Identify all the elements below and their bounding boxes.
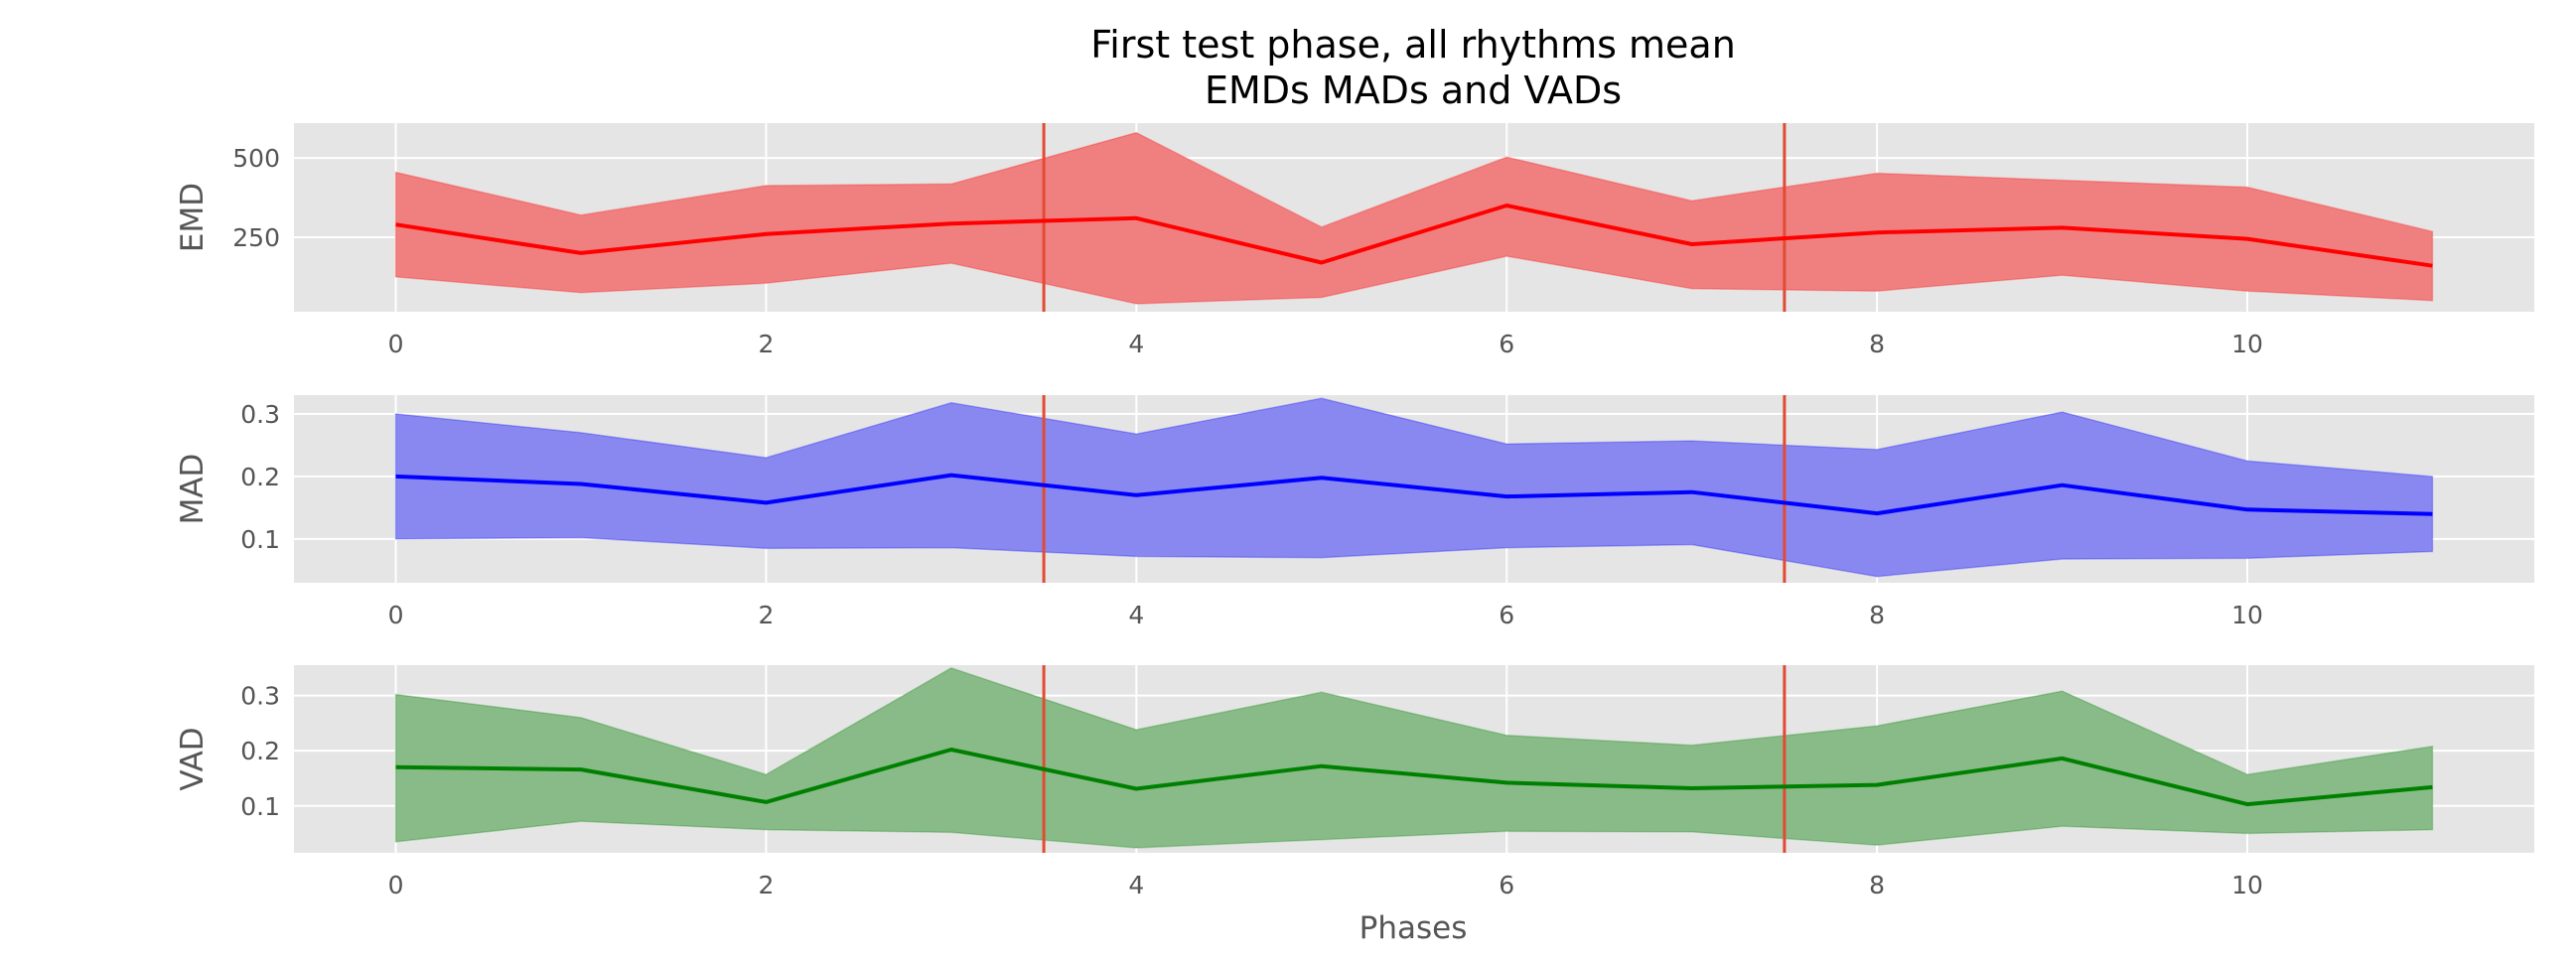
y-axis-label-emd: EMD xyxy=(175,183,211,252)
chart-title-line-1: First test phase, all rhythms mean xyxy=(1090,23,1736,67)
x-tick-label: 4 xyxy=(1128,330,1144,358)
y-tick-label: 0.3 xyxy=(240,400,280,429)
y-tick-label: 500 xyxy=(232,144,280,173)
y-tick-label: 0.1 xyxy=(240,792,280,821)
panels-group: 0 2 4 6 8 10 250 500 EMD 0 2 4 6 8 10 0.1 0.2 0.3 MAD 0 2 4 6 8… xyxy=(175,123,2534,899)
panel-emd: 0 2 4 6 8 10 250 500 EMD xyxy=(175,123,2534,358)
x-axis-label: Phases xyxy=(1360,910,1468,946)
x-tick-label: 2 xyxy=(758,601,774,629)
x-tick-label: 10 xyxy=(2231,330,2263,358)
panel-vad: 0 2 4 6 8 10 0.1 0.2 0.3 VAD xyxy=(175,665,2534,899)
y-tick-label: 0.2 xyxy=(240,463,280,491)
x-tick-label: 6 xyxy=(1499,871,1514,899)
x-tick-label: 6 xyxy=(1499,601,1514,629)
mean-line-mad xyxy=(395,473,2433,516)
x-tick-label: 2 xyxy=(758,871,774,899)
panel-mad: 0 2 4 6 8 10 0.1 0.2 0.3 MAD xyxy=(175,395,2534,629)
x-tick-label: 10 xyxy=(2231,601,2263,629)
x-tick-label: 8 xyxy=(1869,871,1885,899)
band-vad xyxy=(394,666,2434,849)
x-tick-label: 0 xyxy=(388,871,404,899)
x-tick-label: 10 xyxy=(2231,871,2263,899)
x-tick-label: 0 xyxy=(388,330,404,358)
y-tick-label: 0.1 xyxy=(240,525,280,554)
x-tick-label: 4 xyxy=(1128,601,1144,629)
y-tick-label: 0.2 xyxy=(240,737,280,765)
mean-line-emd xyxy=(395,204,2433,268)
x-tick-label: 6 xyxy=(1499,330,1514,358)
x-tick-label: 4 xyxy=(1128,871,1144,899)
x-tick-label: 8 xyxy=(1869,330,1885,358)
x-tick-label: 0 xyxy=(388,601,404,629)
y-tick-label: 0.3 xyxy=(240,682,280,711)
y-axis-label-mad: MAD xyxy=(175,454,211,525)
band-emd xyxy=(394,131,2434,305)
chart-title-line-2: EMDs MADs and VADs xyxy=(1205,69,1622,112)
x-tick-label: 8 xyxy=(1869,601,1885,629)
y-axis-label-vad: VAD xyxy=(175,727,211,790)
mean-line-vad xyxy=(395,748,2433,807)
x-tick-label: 2 xyxy=(758,330,774,358)
y-tick-label: 250 xyxy=(232,223,280,252)
